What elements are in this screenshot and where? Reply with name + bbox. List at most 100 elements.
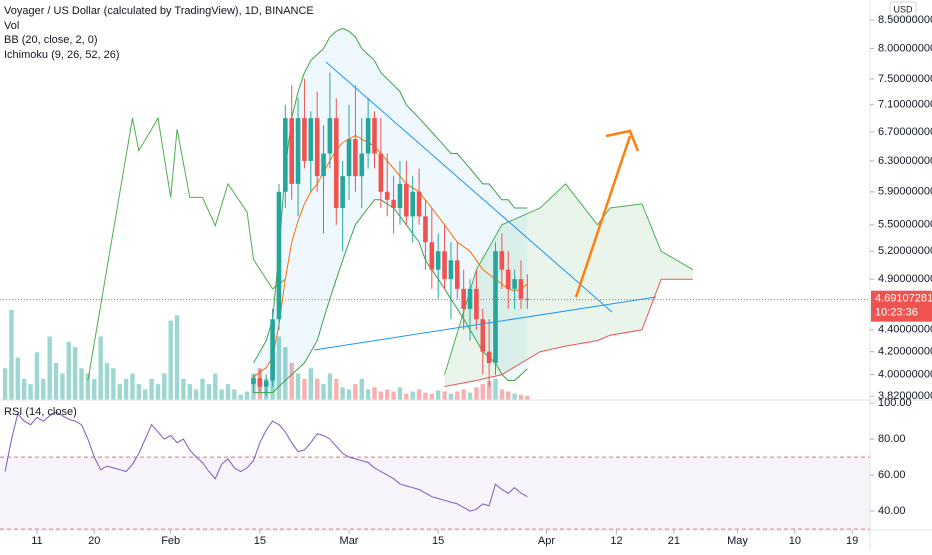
- volume-bar: [346, 389, 352, 400]
- x-tick-label: Apr: [538, 535, 555, 547]
- volume-bar: [455, 391, 460, 400]
- volume-bar: [238, 394, 243, 400]
- volume-bar: [429, 393, 435, 400]
- volume-bar: [66, 341, 71, 400]
- volume-bar: [47, 336, 52, 400]
- candle-body: [308, 118, 314, 161]
- candle-body: [289, 118, 294, 184]
- candle-body: [365, 118, 371, 154]
- volume-bar: [321, 384, 326, 400]
- volume-bar: [225, 384, 231, 400]
- candle-body: [276, 191, 282, 320]
- last-price-box: [871, 290, 932, 322]
- volume-bar: [302, 378, 307, 400]
- candle-body: [372, 118, 377, 154]
- candle-body: [518, 279, 524, 299]
- y-tick-label: 4.90000000: [878, 273, 932, 285]
- volume-bar: [448, 393, 454, 400]
- price-pane: [0, 27, 870, 400]
- candle-body: [499, 251, 505, 270]
- volume-bar: [41, 378, 46, 400]
- trend-line: [325, 61, 613, 313]
- volume-bar: [416, 389, 422, 400]
- volume-bar: [174, 315, 180, 400]
- y-tick-label: 7.50000000: [878, 73, 932, 85]
- candle-body: [346, 139, 352, 177]
- volume-bar: [283, 347, 288, 400]
- volume-bar: [276, 336, 282, 400]
- candle-body: [384, 191, 390, 200]
- volume-bar: [136, 384, 142, 400]
- candle-body: [340, 176, 345, 209]
- volume-bar: [244, 391, 250, 400]
- bollinger-fill: [253, 28, 528, 393]
- currency-box[interactable]: [889, 1, 917, 19]
- volume-bar: [334, 378, 339, 400]
- candle-body: [493, 251, 498, 364]
- candle-body: [423, 216, 428, 243]
- countdown: 10:23:36: [875, 307, 918, 319]
- volume-bar: [60, 373, 65, 400]
- candle-body: [314, 118, 320, 177]
- y-tick-label: 4.40000000: [878, 324, 932, 336]
- volume-bar: [219, 389, 224, 400]
- candle-body: [505, 269, 511, 289]
- volume-bar: [22, 378, 27, 400]
- last-price-label: 4.69107281: [875, 293, 932, 305]
- candle-body: [333, 118, 339, 209]
- volume-bar: [391, 391, 396, 400]
- volume-bar: [72, 347, 78, 400]
- volume-bar: [79, 368, 84, 400]
- candle-body: [321, 153, 326, 177]
- y-tick-label: 3.82000000: [878, 390, 932, 402]
- candle-body: [391, 199, 396, 209]
- volume-bar: [34, 352, 40, 400]
- volume-bar: [493, 378, 498, 400]
- volume-bar: [155, 384, 161, 400]
- volume-bar: [359, 378, 364, 400]
- candle-body: [397, 183, 403, 209]
- arrow-head: [605, 129, 640, 152]
- ichimoku-lagging: [87, 116, 286, 381]
- volume-bar: [168, 320, 173, 400]
- candle-body: [404, 183, 409, 217]
- volume-bar: [206, 384, 212, 400]
- volume-bar: [385, 389, 390, 400]
- candle-body: [302, 118, 307, 161]
- volume-bar: [149, 378, 154, 400]
- user-drawings: [313, 61, 657, 351]
- y-tick-label: 8.50000000: [878, 14, 932, 26]
- x-tick-label: 15: [432, 535, 444, 547]
- volume-bar: [474, 387, 479, 400]
- volume-bar: [289, 362, 294, 400]
- volume-bar: [117, 384, 122, 400]
- x-tick-label: 20: [88, 535, 100, 547]
- candle-body: [295, 118, 301, 184]
- candle-body: [435, 251, 441, 270]
- volume-bar: [53, 362, 59, 400]
- y-tick-label: 6.70000000: [878, 126, 932, 138]
- volume-bar: [512, 393, 517, 400]
- candle-body: [416, 191, 422, 217]
- volume-bar: [518, 394, 524, 400]
- candle-body: [353, 139, 358, 177]
- y-tick-label: 60.00: [878, 469, 906, 481]
- volume-bar: [130, 373, 135, 400]
- bollinger-basis: [253, 134, 528, 378]
- volume-bar: [423, 392, 428, 400]
- x-tick-label: 19: [846, 535, 858, 547]
- volume-bar: [314, 378, 320, 400]
- x-tick-label: 21: [668, 535, 680, 547]
- volume-bar: [486, 380, 492, 400]
- volume-bar: [506, 391, 511, 400]
- volume-bar: [104, 362, 110, 400]
- volume-bar: [378, 391, 384, 400]
- volume-bar: [410, 391, 415, 400]
- volume-bar: [353, 384, 358, 400]
- candle-body: [327, 118, 333, 154]
- volume-bar: [15, 357, 21, 400]
- volume-bar: [327, 373, 333, 400]
- volume-bar: [181, 378, 186, 400]
